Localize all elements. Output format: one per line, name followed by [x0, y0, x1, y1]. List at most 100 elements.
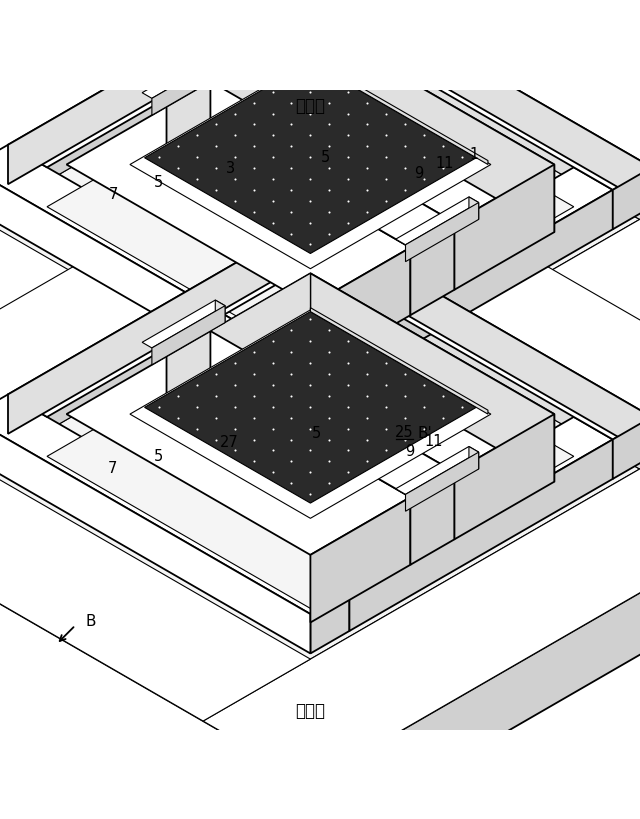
Polygon shape — [67, 106, 410, 305]
Polygon shape — [203, 395, 640, 783]
Polygon shape — [349, 190, 613, 382]
Polygon shape — [469, 197, 479, 219]
Text: 出射光: 出射光 — [296, 97, 325, 115]
Polygon shape — [310, 4, 640, 232]
Polygon shape — [0, 4, 310, 232]
Polygon shape — [8, 242, 310, 417]
Text: 5: 5 — [154, 175, 163, 191]
Text: 5: 5 — [312, 427, 321, 441]
Polygon shape — [0, 145, 349, 364]
Text: 入射光: 入射光 — [296, 702, 325, 720]
Text: B': B' — [418, 426, 433, 441]
Polygon shape — [8, 242, 271, 434]
Polygon shape — [310, 591, 349, 654]
Polygon shape — [613, 167, 640, 229]
Polygon shape — [410, 222, 454, 315]
Polygon shape — [310, 247, 410, 373]
Text: 11: 11 — [436, 156, 454, 171]
Polygon shape — [211, 24, 310, 149]
Text: 27: 27 — [220, 435, 239, 450]
Polygon shape — [215, 300, 225, 323]
Polygon shape — [310, 342, 349, 404]
Polygon shape — [310, 274, 554, 482]
Polygon shape — [310, 167, 613, 342]
Polygon shape — [310, 58, 488, 165]
Text: 25: 25 — [395, 425, 414, 440]
Polygon shape — [211, 274, 554, 472]
Polygon shape — [142, 51, 225, 98]
Polygon shape — [67, 356, 410, 555]
Polygon shape — [152, 56, 225, 115]
Polygon shape — [0, 167, 310, 404]
Polygon shape — [0, 0, 418, 269]
Polygon shape — [215, 51, 225, 73]
Polygon shape — [8, 0, 310, 167]
Polygon shape — [310, 254, 640, 482]
Polygon shape — [310, 206, 640, 595]
Polygon shape — [613, 417, 640, 479]
Polygon shape — [310, 308, 488, 414]
Polygon shape — [0, 0, 640, 533]
Polygon shape — [145, 311, 476, 503]
Polygon shape — [396, 197, 479, 245]
Text: 9: 9 — [405, 444, 414, 459]
Polygon shape — [130, 310, 491, 518]
Polygon shape — [406, 202, 479, 261]
Polygon shape — [211, 274, 310, 399]
Polygon shape — [47, 55, 574, 359]
Polygon shape — [469, 446, 479, 469]
Polygon shape — [142, 300, 225, 348]
Polygon shape — [145, 62, 476, 254]
Polygon shape — [310, 417, 613, 591]
Polygon shape — [8, 0, 271, 184]
Polygon shape — [0, 29, 640, 435]
Polygon shape — [0, 417, 310, 654]
Polygon shape — [396, 446, 479, 495]
Polygon shape — [349, 440, 613, 631]
Polygon shape — [310, 129, 640, 518]
Polygon shape — [0, 254, 310, 482]
Polygon shape — [166, 331, 310, 414]
Polygon shape — [310, 219, 640, 456]
Polygon shape — [271, 219, 640, 440]
Polygon shape — [166, 81, 310, 165]
Polygon shape — [0, 129, 640, 783]
Text: 1: 1 — [469, 147, 478, 162]
Text: 3: 3 — [226, 161, 235, 176]
Polygon shape — [310, 497, 410, 622]
Text: B: B — [85, 614, 95, 630]
Polygon shape — [166, 81, 211, 174]
Polygon shape — [410, 472, 454, 565]
Text: 5: 5 — [154, 450, 163, 464]
Text: 9: 9 — [415, 166, 424, 182]
Polygon shape — [310, 24, 554, 232]
Polygon shape — [47, 305, 574, 609]
Polygon shape — [211, 24, 554, 222]
Polygon shape — [406, 452, 479, 511]
Polygon shape — [310, 206, 640, 435]
Polygon shape — [203, 145, 640, 533]
Polygon shape — [310, 0, 640, 206]
Polygon shape — [0, 456, 310, 721]
Polygon shape — [0, 206, 310, 472]
Polygon shape — [310, 192, 640, 456]
Polygon shape — [310, 414, 454, 497]
Polygon shape — [130, 61, 491, 269]
Text: 5: 5 — [321, 151, 330, 165]
Polygon shape — [310, 0, 640, 269]
Polygon shape — [271, 0, 640, 190]
Polygon shape — [166, 331, 211, 424]
Polygon shape — [310, 0, 640, 206]
Text: 7: 7 — [109, 187, 118, 202]
Polygon shape — [310, 456, 640, 819]
Polygon shape — [0, 279, 640, 685]
Text: 11: 11 — [425, 434, 443, 449]
Polygon shape — [310, 456, 640, 685]
Polygon shape — [0, 129, 418, 518]
Polygon shape — [0, 395, 349, 614]
Polygon shape — [454, 414, 554, 540]
Text: 7: 7 — [108, 461, 116, 476]
Polygon shape — [152, 305, 225, 364]
Polygon shape — [454, 165, 554, 290]
Polygon shape — [310, 165, 454, 247]
